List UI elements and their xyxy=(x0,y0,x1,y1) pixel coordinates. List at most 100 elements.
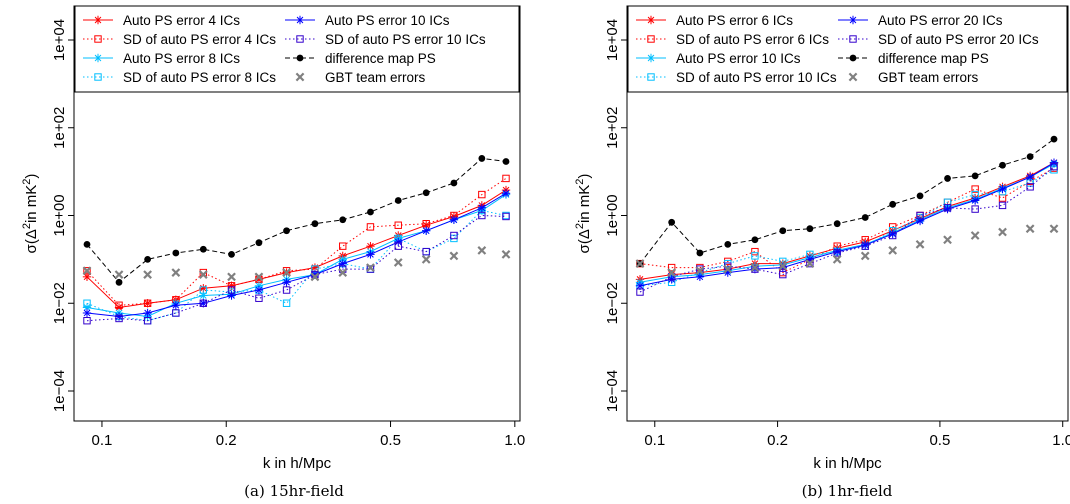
y-axis-label-superscript: 2 xyxy=(574,223,586,229)
data-point xyxy=(255,239,263,247)
data-point-stroke xyxy=(860,251,870,261)
data-point-stroke xyxy=(283,278,290,286)
data-point xyxy=(198,270,208,279)
data-point xyxy=(394,197,402,204)
data-point-stroke xyxy=(282,268,291,277)
data-point xyxy=(449,251,459,261)
data-point xyxy=(366,263,375,272)
data-point xyxy=(115,278,123,286)
data-point xyxy=(723,264,733,274)
data-point xyxy=(970,196,980,205)
data-point xyxy=(366,250,375,259)
y-axis-label-part: in mK xyxy=(576,185,593,223)
data-point xyxy=(478,211,486,220)
series-line xyxy=(86,189,507,309)
legend-entry: difference map PS xyxy=(838,51,989,66)
data-point xyxy=(311,220,319,228)
x-tick-label: 0.2 xyxy=(767,432,788,449)
legend-entry: SD of auto PS error 6 ICs xyxy=(636,32,829,47)
data-point xyxy=(83,317,91,325)
data-point-stroke xyxy=(394,238,402,246)
data-point-stroke xyxy=(366,263,375,272)
data-point xyxy=(695,272,705,282)
legend-entry: Auto PS error 10 ICs xyxy=(636,51,801,66)
y-tick-label: 1e−04 xyxy=(51,370,68,412)
data-point-stroke xyxy=(228,282,235,290)
data-point-stroke xyxy=(805,259,815,269)
data-point xyxy=(751,247,759,256)
data-point xyxy=(778,261,788,271)
data-point xyxy=(779,270,787,279)
data-point xyxy=(635,259,645,269)
data-point xyxy=(143,299,152,307)
data-point xyxy=(779,227,787,235)
legend-marker-stroke xyxy=(647,16,655,24)
legend-label: Auto PS error 6 ICs xyxy=(676,13,793,28)
data-point xyxy=(199,245,207,253)
data-point xyxy=(143,270,152,279)
legend-marker-stroke xyxy=(295,72,305,82)
data-point-stroke xyxy=(1025,224,1035,234)
data-point xyxy=(254,285,264,295)
data-point xyxy=(310,272,320,282)
data-point-stroke xyxy=(114,270,124,279)
legend-marker xyxy=(849,54,857,62)
data-point xyxy=(227,286,236,294)
series-line xyxy=(639,138,1055,264)
data-point xyxy=(501,249,511,259)
data-point xyxy=(970,231,980,240)
legend-marker xyxy=(296,35,304,43)
data-point-stroke xyxy=(199,284,207,292)
data-point-stroke xyxy=(254,272,264,282)
data-point xyxy=(421,254,431,264)
y-axis-label-part: σ(Δ xyxy=(576,229,593,253)
data-point-stroke xyxy=(255,286,263,294)
data-point xyxy=(143,308,152,318)
x-axis-label: k in h/Mpc xyxy=(263,455,332,472)
data-point-stroke xyxy=(115,313,123,320)
data-point-stroke xyxy=(723,264,733,274)
data-point xyxy=(477,246,487,255)
legend-entry: Auto PS error 10 ICs xyxy=(285,13,450,28)
data-point-stroke xyxy=(501,249,511,259)
data-point xyxy=(636,288,644,296)
data-point xyxy=(254,272,264,282)
series-1 xyxy=(636,164,1058,277)
legend-entry: SD of auto PS error 20 ICs xyxy=(838,32,1039,47)
data-point xyxy=(450,179,458,187)
data-point xyxy=(916,192,924,200)
series-7 xyxy=(635,224,1059,277)
data-point xyxy=(833,249,841,257)
data-point xyxy=(228,250,235,258)
y-axis-label-part: σ(Δ xyxy=(23,229,40,253)
data-point xyxy=(83,299,91,307)
legend-marker xyxy=(295,15,305,25)
series-line xyxy=(86,214,507,322)
figure-caption: (a) 15hr-field xyxy=(244,482,344,500)
series-line xyxy=(639,167,1055,274)
legend-label: Auto PS error 20 ICs xyxy=(878,13,1003,28)
data-point xyxy=(366,223,375,231)
data-point-stroke xyxy=(421,254,431,264)
series-4 xyxy=(82,189,511,321)
data-point xyxy=(998,194,1007,202)
legend-marker xyxy=(647,73,655,81)
data-point-stroke xyxy=(832,254,842,264)
data-point xyxy=(1050,135,1058,143)
y-tick-label: 1e−02 xyxy=(51,282,68,324)
legend-marker-stroke xyxy=(647,54,655,62)
data-point xyxy=(915,239,925,249)
y-axis-label-superscript: 2 xyxy=(21,179,33,185)
series-line xyxy=(86,209,507,322)
x-tick-label: 0.5 xyxy=(380,432,401,449)
legend-entry: GBT team errors xyxy=(848,70,979,85)
data-point xyxy=(998,184,1007,194)
figure-caption: (b) 1hr-field xyxy=(802,482,893,500)
series-6 xyxy=(636,135,1058,268)
data-point xyxy=(422,189,430,197)
data-point xyxy=(502,174,510,183)
data-point-stroke xyxy=(668,276,675,283)
series-line xyxy=(86,157,507,283)
x-tick-label: 0.1 xyxy=(92,432,113,449)
data-point xyxy=(999,161,1006,169)
